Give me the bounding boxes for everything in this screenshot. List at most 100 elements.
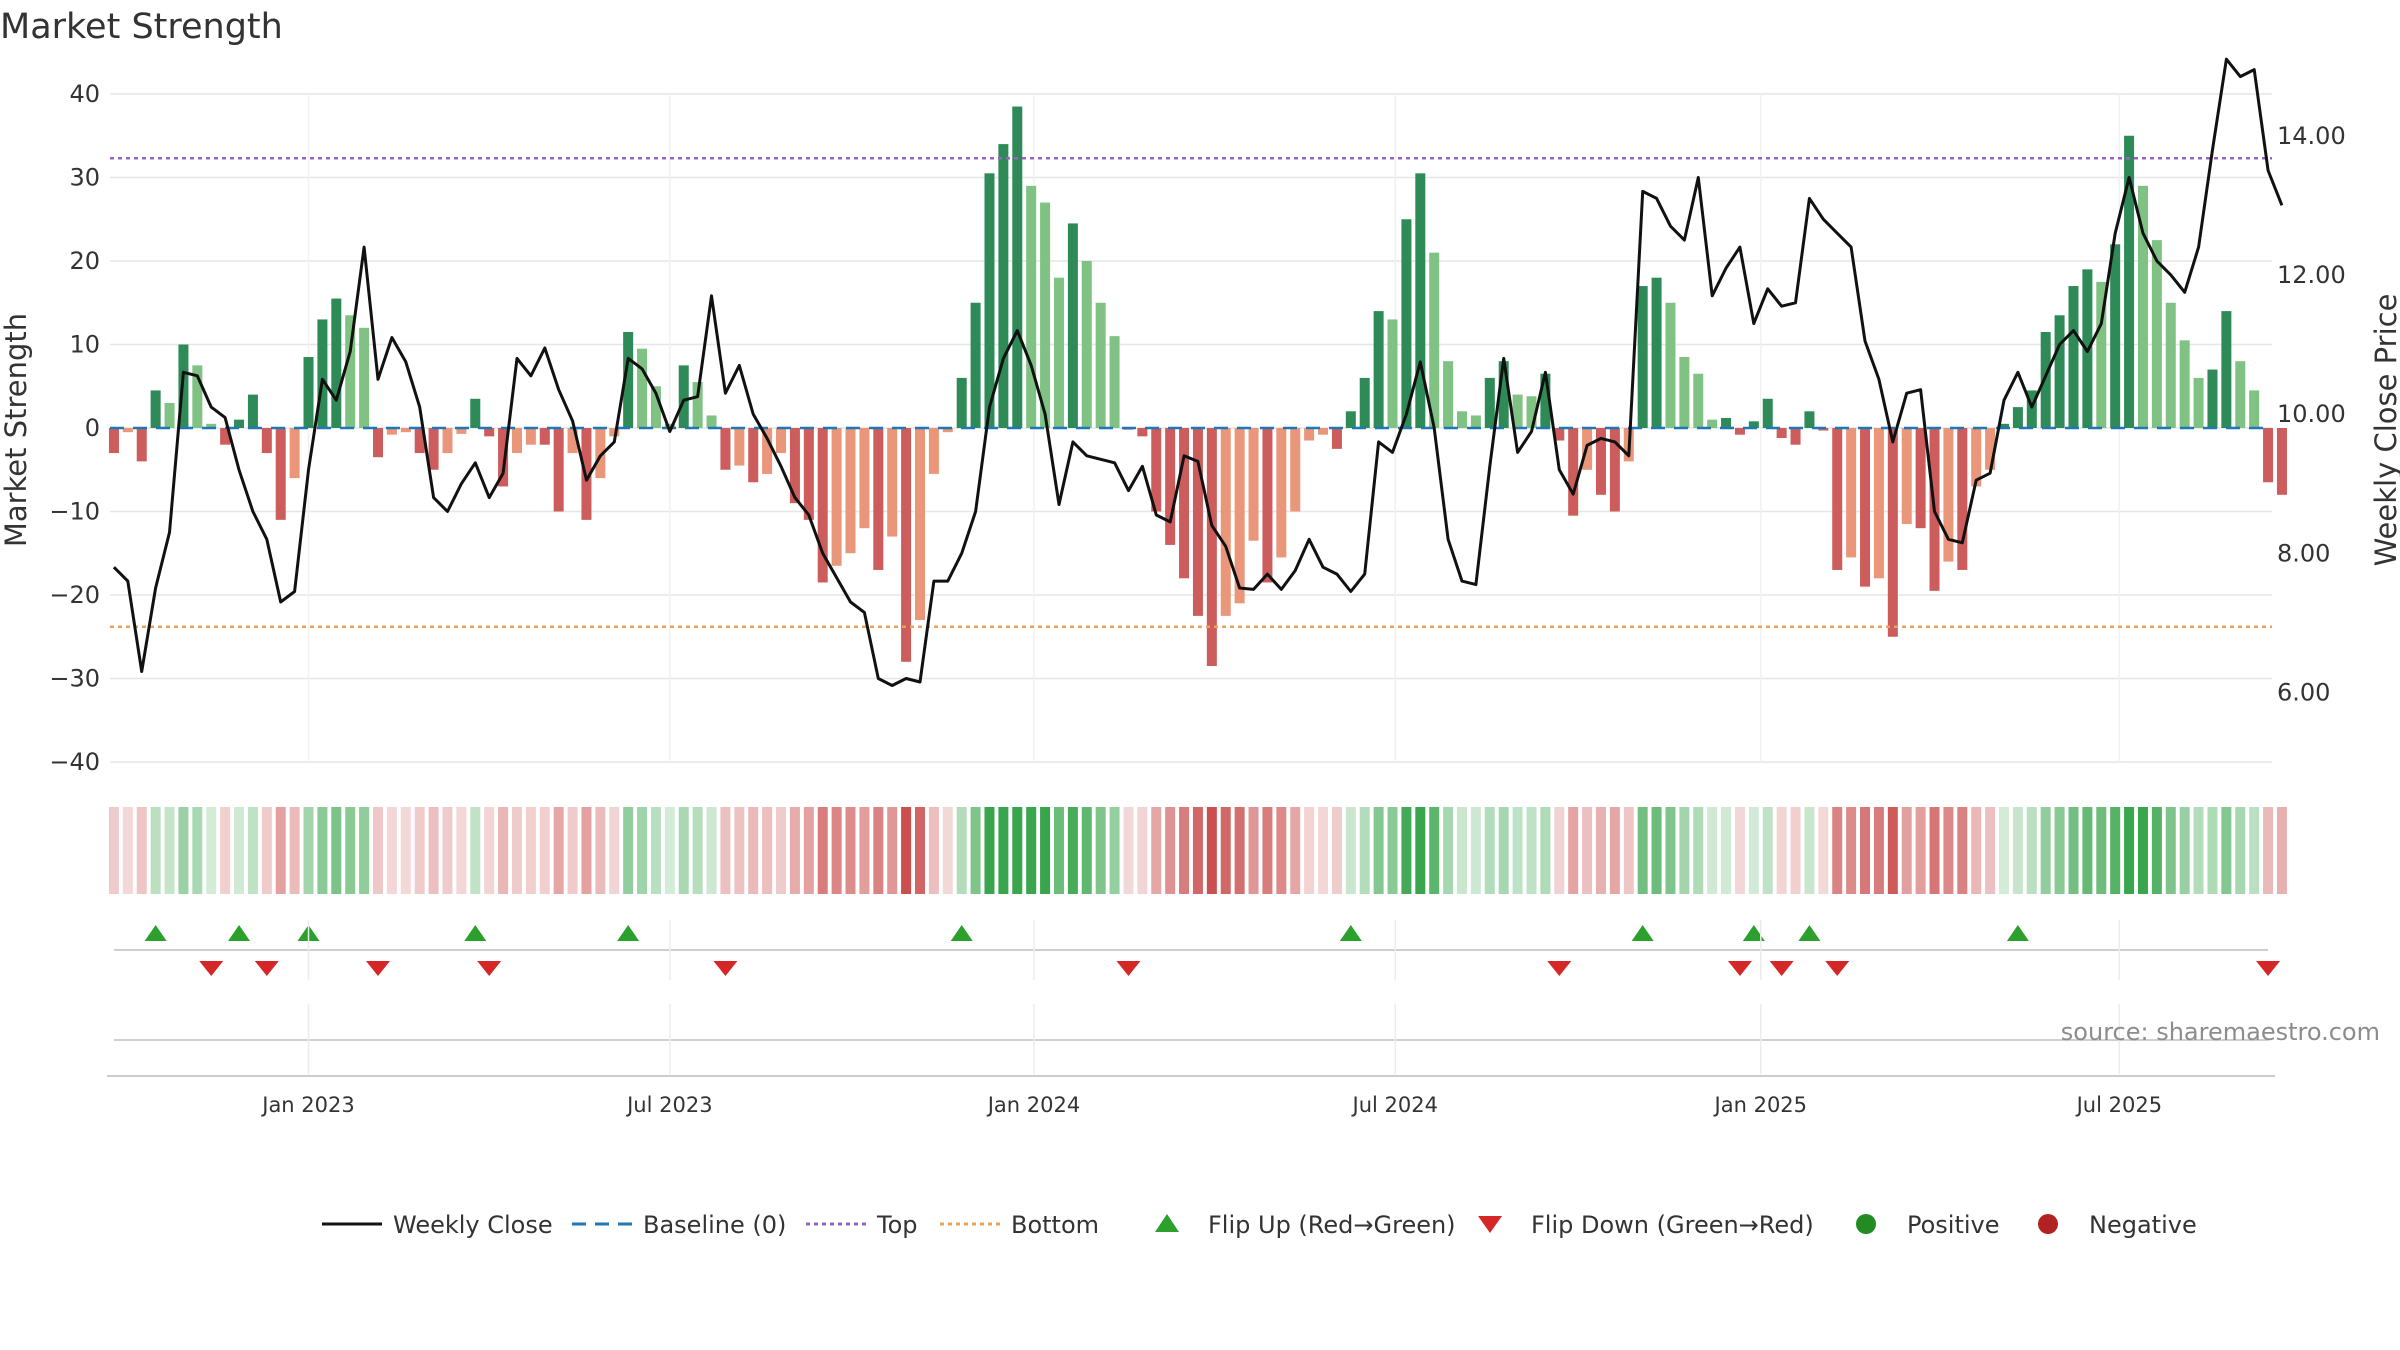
strength-cell xyxy=(1345,807,1356,894)
strength-cell xyxy=(567,807,578,894)
strength-bar xyxy=(1276,428,1287,558)
strength-cell xyxy=(2040,807,2051,894)
strength-cell xyxy=(1484,807,1495,894)
strength-cell xyxy=(1901,807,1912,894)
legend-label: Baseline (0) xyxy=(643,1211,786,1239)
legend-label: Flip Up (Red→Green) xyxy=(1208,1211,1456,1239)
strength-bar xyxy=(859,428,870,529)
strength-cell xyxy=(1053,807,1064,894)
strength-cell xyxy=(1957,807,1968,894)
strength-cell xyxy=(1067,807,1078,894)
strength-cell xyxy=(150,807,161,894)
strength-cell xyxy=(831,807,842,894)
strength-bar xyxy=(1887,428,1898,637)
strength-cell xyxy=(275,807,286,894)
strength-cell xyxy=(136,807,147,894)
strength-cell xyxy=(720,807,731,894)
left-tick-label: 10 xyxy=(69,331,100,359)
strength-bar xyxy=(470,398,481,428)
strength-bar xyxy=(122,428,133,433)
strength-bar xyxy=(2068,286,2079,428)
strength-bar xyxy=(692,382,703,428)
strength-bar xyxy=(1901,428,1912,525)
strength-bar xyxy=(1234,428,1245,604)
strength-cell xyxy=(2012,807,2023,894)
legend-item: Bottom xyxy=(940,1211,1099,1239)
strength-bar xyxy=(234,419,245,428)
strength-bar xyxy=(1957,428,1968,570)
strength-cell xyxy=(1540,807,1551,894)
strength-bar xyxy=(1971,428,1982,487)
x-tick-label: Jan 2024 xyxy=(986,1093,1081,1117)
strength-bar xyxy=(359,327,370,428)
strength-bar xyxy=(845,428,856,554)
strength-bar xyxy=(2193,377,2204,428)
legend-label: Top xyxy=(876,1211,918,1239)
strength-cell xyxy=(303,807,314,894)
strength-bar xyxy=(942,428,953,433)
strength-bar xyxy=(1262,428,1273,583)
flip-up-marker xyxy=(2006,925,2029,941)
strength-cell xyxy=(734,807,745,894)
strength-cell xyxy=(1276,807,1287,894)
strength-bar xyxy=(539,428,550,445)
legend-swatch-negative xyxy=(2038,1214,2058,1234)
strength-bar xyxy=(553,428,564,512)
strength-cell xyxy=(1512,807,1523,894)
strength-bar xyxy=(1762,398,1773,428)
x-tick-label: Jan 2025 xyxy=(1713,1093,1808,1117)
strength-bar xyxy=(261,428,272,454)
strength-cell xyxy=(1582,807,1593,894)
strength-bar xyxy=(831,428,842,566)
strength-cell xyxy=(637,807,648,894)
strength-cell xyxy=(192,807,203,894)
strength-cell xyxy=(456,807,467,894)
flip-up-marker xyxy=(1798,925,1821,941)
strength-bar xyxy=(678,365,689,428)
strength-bar xyxy=(1484,377,1495,428)
strength-cell xyxy=(1387,807,1398,894)
strength-bar xyxy=(1554,428,1565,441)
flip-down-marker xyxy=(254,961,279,976)
left-axis-ticks: 40 30 20 10 0 −10 −20 −30 −40 xyxy=(49,80,100,776)
strength-cell xyxy=(1040,807,1051,894)
strength-bar xyxy=(1095,302,1106,428)
strength-cell xyxy=(108,807,119,894)
strength-cell xyxy=(1415,807,1426,894)
flip-down-marker xyxy=(1727,961,1752,976)
strength-bar xyxy=(928,428,939,474)
strength-cell xyxy=(776,807,787,894)
strength-bar xyxy=(706,415,717,428)
strength-bar xyxy=(1290,428,1301,512)
strength-cell xyxy=(1470,807,1481,894)
strength-bar xyxy=(1943,428,1954,562)
left-tick-label: 40 xyxy=(69,80,100,108)
strength-cell xyxy=(2026,807,2037,894)
strength-cell xyxy=(1693,807,1704,894)
flip-up-marker xyxy=(1742,925,1765,941)
strength-bar xyxy=(247,394,258,428)
legend-item: Flip Up (Red→Green) xyxy=(1155,1211,1456,1239)
flip-down-marker xyxy=(199,961,224,976)
strength-cell xyxy=(1915,807,1926,894)
legend-item: Weekly Close xyxy=(322,1211,553,1239)
strength-cell xyxy=(664,807,675,894)
flip-up-marker xyxy=(144,925,167,941)
strength-bar xyxy=(720,428,731,470)
strength-bar xyxy=(1873,428,1884,579)
strength-cell xyxy=(539,807,550,894)
strength-cell xyxy=(178,807,189,894)
strength-cell xyxy=(234,807,245,894)
strength-cell xyxy=(859,807,870,894)
strength-cell xyxy=(2235,807,2246,894)
strength-bar xyxy=(2179,340,2190,428)
legend-label: Weekly Close xyxy=(393,1211,553,1239)
strength-cell xyxy=(1109,807,1120,894)
strength-cell xyxy=(1679,807,1690,894)
strength-cell xyxy=(692,807,703,894)
strength-bar xyxy=(1318,428,1329,435)
strength-cell xyxy=(1637,807,1648,894)
strength-bar xyxy=(776,428,787,454)
strength-bar xyxy=(1415,173,1426,428)
strength-bar xyxy=(498,428,509,487)
